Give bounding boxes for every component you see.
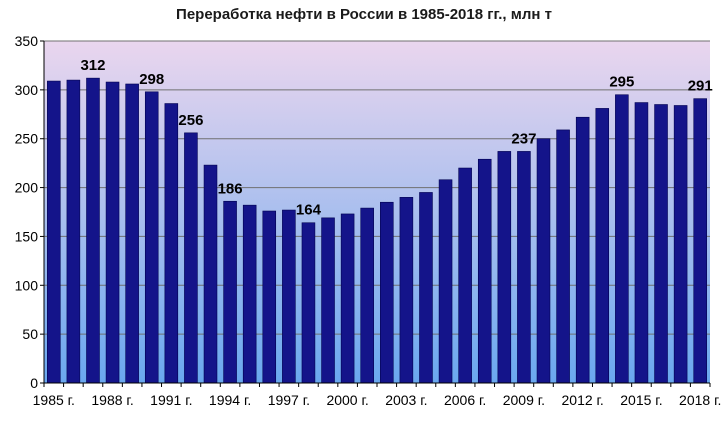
data-label: 291 — [688, 78, 713, 95]
chart-title: Переработка нефти в России в 1985-2018 г… — [176, 6, 552, 23]
bar — [634, 102, 649, 384]
y-tick-label: 150 — [15, 228, 39, 244]
bar — [66, 79, 81, 384]
bar — [86, 77, 100, 384]
bar — [340, 213, 355, 384]
bar — [556, 129, 570, 384]
x-tick-label: 1994 г. — [209, 392, 251, 408]
data-label: 298 — [139, 71, 164, 88]
bar — [164, 103, 179, 384]
y-tick-label: 350 — [15, 33, 39, 49]
x-tick-label: 1985 г. — [33, 392, 75, 408]
x-tick-label: 1988 г. — [91, 392, 133, 408]
bar — [536, 138, 551, 384]
bar — [438, 179, 453, 384]
x-tick-label: 2006 г. — [444, 392, 486, 408]
y-tick-label: 100 — [15, 277, 39, 293]
x-tick-label: 2018 г. — [679, 392, 721, 408]
bar — [477, 158, 492, 384]
x-tick-label: 2015 г. — [620, 392, 662, 408]
bar — [105, 81, 120, 384]
data-label: 256 — [178, 112, 203, 129]
bar — [517, 151, 531, 384]
bar — [321, 217, 335, 384]
y-tick-label: 300 — [15, 82, 39, 98]
plot-background — [44, 41, 710, 383]
bar — [575, 116, 590, 384]
data-label: 186 — [218, 180, 243, 197]
y-tick-label: 200 — [15, 180, 39, 196]
bar — [184, 132, 198, 384]
x-tick-label: 2003 г. — [385, 392, 427, 408]
bar — [144, 91, 159, 384]
bar — [203, 164, 218, 384]
data-label: 295 — [609, 74, 634, 91]
bar — [595, 108, 610, 384]
data-label: 237 — [511, 130, 536, 147]
bar — [301, 222, 316, 384]
bar — [399, 197, 414, 384]
y-tick-label: 250 — [15, 131, 39, 147]
bar — [497, 151, 512, 384]
bar — [615, 94, 629, 384]
bar — [693, 98, 707, 384]
data-label: 164 — [296, 202, 322, 219]
bar — [654, 104, 668, 384]
bar — [673, 105, 688, 384]
data-label: 312 — [80, 57, 105, 74]
bar — [125, 83, 139, 384]
bar — [262, 210, 277, 384]
x-tick-label: 1991 г. — [150, 392, 192, 408]
x-tick-label: 1997 г. — [268, 392, 310, 408]
y-tick-label: 50 — [22, 326, 38, 342]
bar — [360, 207, 374, 384]
bar — [282, 209, 296, 384]
y-tick-label: 0 — [30, 375, 38, 391]
bar — [419, 192, 433, 384]
bar — [458, 167, 472, 384]
bar — [242, 204, 257, 384]
bar — [223, 200, 237, 384]
bar — [380, 201, 394, 384]
x-tick-label: 2000 г. — [326, 392, 368, 408]
bar — [47, 80, 61, 384]
x-tick-label: 2012 г. — [562, 392, 604, 408]
x-tick-label: 2009 г. — [503, 392, 545, 408]
